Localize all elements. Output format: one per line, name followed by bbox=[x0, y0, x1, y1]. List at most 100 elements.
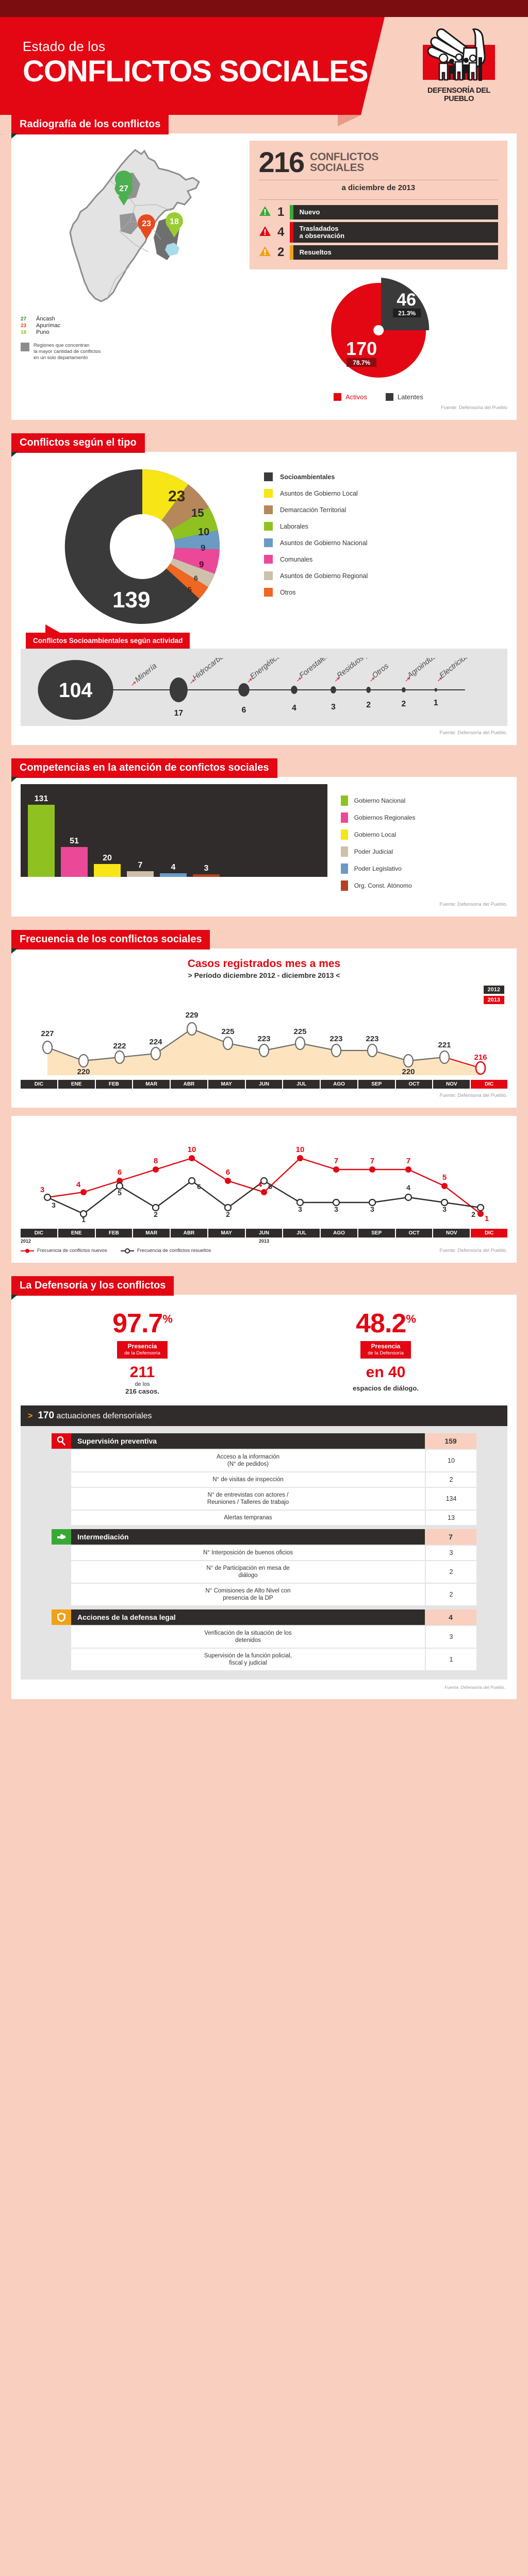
pie-legend-item: Latentes bbox=[385, 393, 423, 401]
actions-table: Supervisión preventiva 159 Acceso a la i… bbox=[21, 1426, 507, 1680]
solved-value-jun: 6 bbox=[268, 1182, 272, 1191]
status-count: 1 bbox=[277, 205, 285, 219]
bar-rect bbox=[127, 871, 154, 877]
section-frecuencia: Frecuencia de los conflictos sociales Ca… bbox=[11, 930, 517, 1263]
stat-left: 97.7% Presencia de la Defensoría 211 de … bbox=[21, 1308, 264, 1395]
svg-text:↗: ↗ bbox=[334, 675, 340, 683]
group-name: Intermediación bbox=[71, 1529, 425, 1545]
row-value: 134 bbox=[425, 1488, 476, 1510]
row-label-l2: fiscal y judicial bbox=[229, 1660, 267, 1666]
row-value: 13 bbox=[425, 1511, 476, 1525]
new-value-dic2012: 3 bbox=[40, 1185, 44, 1194]
month-value-dic2013: 216 bbox=[474, 1053, 487, 1062]
newsolved-line-chart: 3 4 6 8 10 6 4 10 7 7 7 5 1 bbox=[40, 1145, 489, 1224]
table-row: N° de Participación en mesa de diálogo 2 bbox=[71, 1561, 476, 1583]
year-left: 2012 bbox=[21, 1239, 31, 1244]
row-value: 3 bbox=[425, 1626, 476, 1648]
section-title-defensoria: La Defensoría y los conflictos bbox=[11, 1276, 174, 1296]
monthly-chart-title: Casos registrados mes a mes bbox=[187, 958, 341, 970]
activity-value-hidrocarburos: 17 bbox=[174, 709, 184, 718]
peru-map: 27 23 18 bbox=[69, 149, 200, 302]
stat-right-percent-sign: % bbox=[406, 1312, 416, 1326]
map-legend-num: 27 bbox=[21, 316, 27, 322]
legend-swatch-activos bbox=[333, 393, 341, 401]
newsolved-chart-area: 3 4 6 8 10 6 4 10 7 7 7 5 1 bbox=[21, 1126, 507, 1227]
year-right: 2013 bbox=[258, 1239, 270, 1244]
month-value-oct: 220 bbox=[402, 1067, 415, 1075]
row-label: Acceso a la información (N° de pedidos) bbox=[71, 1450, 425, 1471]
donut-column: 139 23 15 10 9 9 6 5 bbox=[21, 459, 264, 637]
map-legend-num: 23 bbox=[21, 323, 27, 329]
month-strip-2: DIC ENE FEB MAR ABR MAY JUN JUL AGO SEP … bbox=[21, 1229, 507, 1238]
section-fold bbox=[11, 948, 18, 954]
table-group-header: Intermediación 7 bbox=[52, 1529, 476, 1545]
legend-label-activos: Activos bbox=[345, 393, 367, 401]
legend-swatch bbox=[340, 846, 348, 857]
month-value-feb: 222 bbox=[113, 1042, 126, 1050]
total-stat-box: 216 CONFLICTOS SOCIALES a diciembre de 2… bbox=[249, 141, 507, 269]
stat-left-mid: 211 bbox=[129, 1364, 155, 1381]
table-row: N° Comisiones de Alto Nivel con presenci… bbox=[71, 1584, 476, 1605]
donut-value-gob-regional: 6 bbox=[194, 574, 198, 582]
stat-left-badge: Presencia de la Defensoría bbox=[117, 1341, 168, 1359]
legend-swatch bbox=[264, 505, 273, 514]
stat-right-mid: en 40 bbox=[366, 1364, 406, 1381]
section-title-competencias: Competencias en la atención de confictos… bbox=[11, 758, 277, 778]
activity-value-electricidad: 1 bbox=[434, 699, 438, 707]
legend-label-latentes: Latentes bbox=[397, 393, 423, 401]
stat-left-sub2: 216 casos. bbox=[125, 1387, 159, 1395]
section-tipo: Conflictos según el tipo bbox=[11, 433, 517, 745]
month-label: OCT bbox=[395, 1229, 434, 1238]
activity-label-hidrocarburos: Hidrocarburos bbox=[191, 658, 234, 682]
new-value-ago: 7 bbox=[334, 1157, 338, 1165]
solved-value-dic2013: 2 bbox=[471, 1210, 475, 1218]
bar-rect bbox=[193, 874, 220, 877]
legend-item: Gobierno Nacional bbox=[340, 795, 507, 806]
month-label: MAR bbox=[133, 1229, 171, 1238]
row-label-l1: Supervisión de la función policial, bbox=[204, 1653, 292, 1659]
month-label: SEP bbox=[358, 1080, 396, 1089]
month-label: MAY bbox=[208, 1229, 246, 1238]
badge-title: Presencia bbox=[127, 1343, 157, 1350]
donut-legend-item: Asuntos de Gobierno Regional bbox=[264, 571, 507, 580]
pie-legend-item: Activos bbox=[333, 393, 367, 401]
section-radiografia: Radiografía de los conflictos bbox=[11, 115, 517, 420]
logo: DEFENSORÍA DEL PUEBLO bbox=[412, 27, 505, 103]
solved-value-sep: 3 bbox=[370, 1205, 374, 1213]
donut-value-laborales: 10 bbox=[198, 527, 209, 538]
row-label-l1: N° de Participación en mesa de bbox=[206, 1565, 290, 1571]
row-label-l2: Reuniones / Talleres de trabajo bbox=[207, 1499, 289, 1505]
monthly-chart-subtitle: > Período diciembre 2012 - diciembre 201… bbox=[188, 971, 340, 979]
actions-count: 170 bbox=[38, 1410, 55, 1421]
legend-swatch bbox=[264, 571, 273, 580]
table-row: Acceso a la información (N° de pedidos) … bbox=[71, 1450, 476, 1471]
solved-value-ago: 3 bbox=[334, 1205, 338, 1213]
legend-label: Otros bbox=[280, 588, 296, 596]
map-note-l2: la mayor cantidad de conflictos bbox=[34, 349, 101, 354]
infographic-page: Estado de los CONFLICTOS SOCIALES bbox=[0, 0, 528, 1699]
row-label-l1: Verificación de la situación de los bbox=[204, 1630, 292, 1636]
section-defensoria: La Defensoría y los conflictos 97.7% Pre… bbox=[11, 1276, 517, 1699]
source-note: Fuente: Defensoría del Pueblo. bbox=[439, 902, 507, 907]
row-label-l1: Acceso a la información bbox=[216, 1454, 280, 1460]
section-title-radiografia: Radiografía de los conflictos bbox=[11, 115, 169, 134]
row-label: N° Interposición de buenos oficios bbox=[71, 1546, 425, 1560]
map-legend-name: Áncash bbox=[36, 316, 55, 322]
activity-label-mineria: Minería bbox=[134, 662, 158, 685]
status-label: Trasladados a observación bbox=[289, 222, 498, 243]
row-label: N° de visitas de inspección bbox=[71, 1472, 425, 1487]
legend-swatch bbox=[340, 863, 348, 874]
monthly-line-chart: 227 220 222 224 229 225 223 225 223 223 … bbox=[41, 1011, 487, 1076]
legend-label: Comunales bbox=[280, 555, 313, 563]
solved-value-ene: 1 bbox=[81, 1215, 86, 1224]
new-value-may: 6 bbox=[226, 1168, 230, 1177]
legend-label: Poder Legislativo bbox=[354, 865, 402, 872]
month-label: DIC bbox=[21, 1080, 58, 1089]
shield-icon bbox=[52, 1609, 71, 1625]
row-label-l1: N° de entrevistas con actores / bbox=[207, 1492, 289, 1498]
stat-left-number: 97.7 bbox=[112, 1309, 163, 1338]
legend-swatch bbox=[340, 829, 348, 840]
row-value: 1 bbox=[425, 1649, 476, 1670]
hand-over-people-icon bbox=[427, 28, 486, 81]
svg-text:↗: ↗ bbox=[131, 680, 137, 687]
